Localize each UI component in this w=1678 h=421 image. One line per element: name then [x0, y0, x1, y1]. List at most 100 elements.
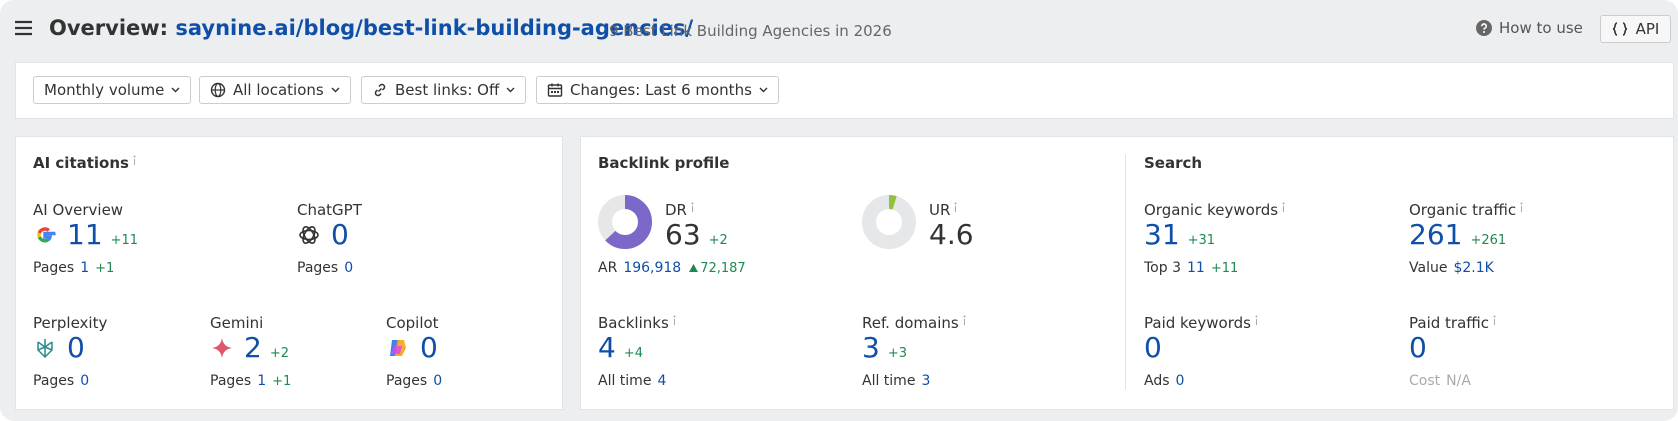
- metric-sub: All time 3: [862, 373, 930, 389]
- filter-button[interactable]: All locations: [199, 76, 351, 104]
- metric-change: +4: [623, 346, 643, 361]
- donut-arc: [598, 195, 652, 249]
- metric-value: 0: [67, 331, 85, 364]
- heading-title: Overview:: [49, 16, 169, 40]
- rating-donut: [862, 195, 916, 249]
- donut-arc: [862, 195, 916, 249]
- metric-value-row: 31 +31: [1144, 218, 1215, 251]
- metric-value: 0: [420, 331, 438, 364]
- sub-value: N/A: [1446, 373, 1471, 389]
- ar-label: AR: [598, 260, 618, 276]
- sub-value: 11: [1186, 260, 1205, 276]
- page-title: 9 Best Link Building Agencies in 2026: [609, 22, 892, 40]
- filter-label: Monthly volume: [44, 81, 165, 99]
- help-icon: [1476, 20, 1492, 36]
- metric-sub: Pages 1 +1: [33, 260, 114, 276]
- metric-value: 0: [331, 218, 349, 251]
- metric-change: +11: [110, 233, 139, 248]
- ar-row: AR 196,918 72,187: [598, 260, 746, 276]
- help-text: How to use: [1499, 19, 1583, 37]
- metric-value: 11: [67, 218, 103, 251]
- metric-change: +2: [708, 233, 728, 248]
- sub-label: Ads: [1144, 373, 1170, 389]
- filter-button[interactable]: Best links: Off: [361, 76, 527, 104]
- metric-value-row: 3 +3: [862, 331, 907, 364]
- sub-value: 1: [257, 373, 267, 389]
- divider: [1125, 154, 1126, 390]
- info-icon: [1255, 315, 1258, 325]
- metric-sub: Top 3 11 +11: [1144, 260, 1238, 276]
- sub-label: Pages: [33, 260, 75, 276]
- sub-change: +1: [95, 261, 115, 276]
- sub-value: 3: [921, 373, 931, 389]
- source-icon: [212, 337, 232, 358]
- metric-name: DR: [665, 201, 687, 219]
- metric-name: UR: [929, 201, 951, 219]
- sub-value: 0: [433, 373, 443, 389]
- sub-label: Pages: [33, 373, 75, 389]
- metric-change: +261: [1470, 233, 1507, 248]
- sub-value: 1: [80, 260, 90, 276]
- chevron-icon: [759, 87, 768, 93]
- filter-label: Best links: Off: [395, 81, 500, 99]
- metric-label: Backlinks: [598, 314, 677, 332]
- api-icon: [1612, 22, 1627, 36]
- metric-name: Organic traffic: [1409, 201, 1517, 219]
- info-icon: [1493, 315, 1496, 325]
- metric-value: 0: [1409, 331, 1427, 364]
- metric-sub: All time 4: [598, 373, 666, 389]
- info-icon: [691, 202, 694, 212]
- metric-value: 0: [1144, 331, 1162, 364]
- info-icon: [133, 155, 136, 165]
- metric-value: 261: [1409, 218, 1463, 251]
- metric-sub: Value $2.1K: [1409, 260, 1494, 276]
- metrics-card: [580, 136, 1674, 410]
- metric-value-row: 0: [33, 331, 85, 364]
- ar-change: 72,187: [700, 261, 746, 276]
- help-link[interactable]: How to use: [1476, 19, 1583, 37]
- menu-icon[interactable]: [15, 20, 33, 36]
- metric-value: 4: [598, 331, 616, 364]
- metric-value: 31: [1144, 218, 1180, 251]
- filter-icon: [547, 83, 563, 97]
- metric-value-row: 11 +11: [33, 218, 138, 251]
- api-text: API: [1635, 20, 1660, 38]
- sub-label: Top 3: [1144, 260, 1181, 276]
- sub-label: Pages: [210, 373, 252, 389]
- ar-value: 196,918: [623, 260, 682, 276]
- filter-label: All locations: [233, 81, 324, 99]
- sub-label: Pages: [297, 260, 339, 276]
- filter-label: Changes: Last 6 months: [570, 81, 752, 99]
- sub-label: All time: [598, 373, 652, 389]
- info-icon: [954, 202, 957, 212]
- metric-label: Perplexity: [33, 314, 107, 332]
- source-icon: [37, 338, 53, 358]
- sub-change: +1: [272, 374, 292, 389]
- filter-button[interactable]: Monthly volume: [33, 76, 192, 104]
- filter-button[interactable]: Changes: Last 6 months: [536, 76, 779, 104]
- metric-name: Organic keywords: [1144, 201, 1279, 219]
- section-title-text: Search: [1144, 154, 1203, 172]
- metric-label: Ref. domains: [862, 314, 967, 332]
- metric-name: Ref. domains: [862, 314, 959, 332]
- section-title: AI citations: [33, 154, 137, 172]
- metric-value-row: 0: [1409, 331, 1427, 364]
- sub-value: 0: [80, 373, 90, 389]
- source-icon: [390, 339, 406, 356]
- metric-name: Copilot: [386, 314, 439, 332]
- metric-sub: Pages 0: [386, 373, 442, 389]
- sub-change: +11: [1210, 261, 1239, 276]
- metric-label: AI Overview: [33, 201, 123, 219]
- metric-name: AI Overview: [33, 201, 124, 219]
- up-triangle: [689, 264, 699, 272]
- info-icon: [1520, 202, 1523, 212]
- metric-label: Gemini: [210, 314, 263, 332]
- rating-donut: [598, 195, 652, 249]
- metric-label: DR: [665, 201, 695, 219]
- target-url[interactable]: saynine.ai/blog/best-link-building-agenc…: [175, 16, 694, 40]
- metric-sub: Pages 0: [33, 373, 89, 389]
- metric-value: 63: [665, 218, 701, 251]
- donut-track: [862, 195, 916, 249]
- api-button[interactable]: API: [1600, 15, 1671, 43]
